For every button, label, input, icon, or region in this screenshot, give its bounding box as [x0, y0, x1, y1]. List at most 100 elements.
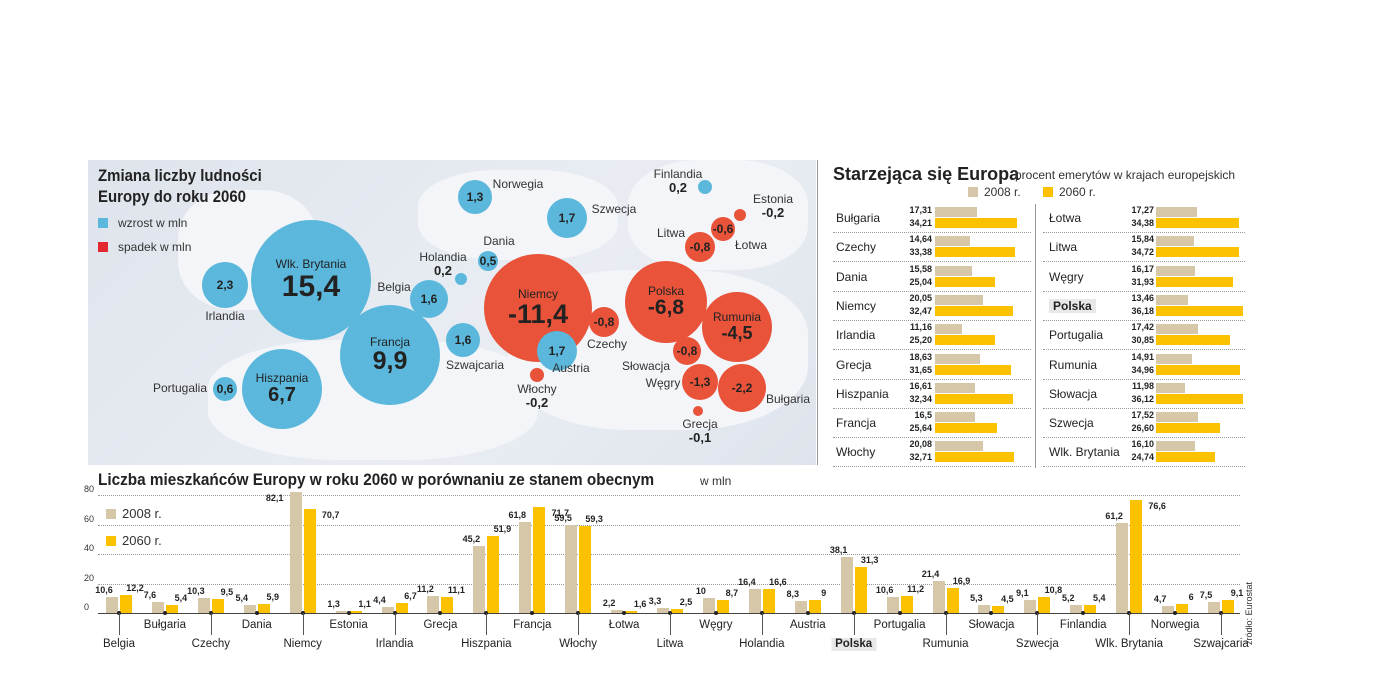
value-2008: 11,98	[1131, 380, 1154, 391]
map-country-label: Austria	[552, 361, 589, 375]
bubble-increase: Wlk. Brytania 15,4	[251, 220, 371, 340]
data-label-2060: 9	[821, 587, 827, 598]
bar-2008	[243, 605, 256, 613]
bubble-decrease: -0,6	[711, 217, 735, 241]
bar-2060	[935, 393, 1013, 404]
bar-2060	[935, 305, 1013, 316]
bar-2008	[473, 546, 486, 613]
axis-tick-dot	[897, 611, 902, 615]
population-unit: w mln	[700, 474, 732, 488]
bar-2008	[886, 597, 899, 613]
map-title-line: Europy do roku 2060	[98, 187, 246, 206]
bar-2060	[935, 364, 1011, 375]
table-row: Szwecja 17,52 26,60	[1043, 409, 1245, 439]
axis-tick-dot	[438, 611, 443, 615]
legend-swatch	[106, 509, 116, 519]
data-label-2060: 6,7	[404, 591, 417, 602]
axis-tick-line	[853, 613, 855, 635]
bar-2008	[794, 600, 807, 613]
value-2008: 17,31	[909, 205, 932, 215]
country-name: Litwa	[656, 226, 686, 240]
axis-tick-dot	[622, 611, 627, 615]
country-name: Portugalia	[152, 381, 208, 395]
bar-2060	[395, 603, 408, 613]
value-2008: 15,58	[909, 263, 932, 274]
country-name: Słowacja	[621, 359, 671, 373]
data-label-2060: 5,4	[174, 593, 188, 604]
bar-2008	[935, 441, 984, 452]
map-country-label: Litwa	[657, 226, 685, 240]
country-value: -0,2	[761, 205, 785, 220]
x-tick-label: Szwajcaria	[1193, 638, 1249, 650]
table-row: Hiszpania 16,61 32,34	[833, 380, 1031, 409]
bar-2008	[935, 207, 977, 217]
bar-2008	[1156, 441, 1195, 452]
bar-2008	[1156, 382, 1185, 393]
bubble-country-label: Polska	[647, 283, 685, 298]
table-row: Polska 13,46 36,18	[1043, 292, 1245, 321]
value-2008: 15,84	[1131, 234, 1154, 245]
legend-label: 2008 r.	[122, 506, 162, 521]
bubble-decrease: Rumunia -4,5	[702, 292, 772, 362]
value-2008: 17,27	[1131, 205, 1154, 215]
bar-2008	[1162, 606, 1175, 613]
value-2008: 17,52	[1131, 410, 1154, 421]
bar-2060	[935, 247, 1016, 258]
data-label-2060: 5,4	[1092, 593, 1106, 604]
bar-2008	[932, 581, 945, 613]
bar-2008	[381, 606, 394, 613]
y-tick-label: 0	[84, 602, 90, 612]
bubble-country-label: Rumunia	[712, 310, 762, 325]
axis-tick-dot	[346, 611, 351, 615]
x-tick-label: Estonia	[329, 619, 368, 631]
bubble-value: -1,3	[689, 374, 711, 389]
value-2060: 34,21	[909, 218, 932, 228]
row-country: Bułgaria	[836, 211, 881, 225]
bubble-value: 1,6	[420, 291, 438, 306]
data-label-2008: 7,6	[143, 589, 157, 600]
bubble-value: -2,2	[731, 380, 753, 395]
data-label-2060: 31,3	[860, 554, 879, 565]
data-label-2060: 71,7	[551, 508, 570, 519]
map-country-label: Portugalia	[153, 381, 207, 395]
axis-tick-dot	[713, 611, 718, 615]
bubble-increase: 1,7	[547, 198, 587, 238]
axis-tick-dot	[989, 611, 994, 615]
data-label-2060: 1,1	[358, 599, 371, 610]
x-tick-label: Bułgaria	[143, 619, 187, 631]
legend-label: 2060 r.	[122, 533, 162, 548]
value-2060: 34,96	[1131, 364, 1154, 375]
bar-2060	[487, 536, 500, 613]
bar-2008	[1070, 605, 1083, 613]
bubble-increase	[455, 273, 467, 285]
value-2060: 34,38	[1131, 218, 1154, 228]
bar-2060	[1176, 604, 1189, 613]
map-country-label: Węgry	[646, 376, 681, 390]
bar-2060	[671, 609, 683, 613]
bubble-increase: 1,6	[410, 280, 448, 318]
table-row: Wlk. Brytania 16,10 24,74	[1043, 438, 1245, 468]
row-country: Litwa	[1049, 240, 1078, 255]
data-label-2060: 16,9	[952, 576, 971, 587]
y-tick-label: 80	[84, 484, 95, 494]
bar-2008	[702, 598, 715, 613]
x-tick-label: Łotwa	[608, 619, 640, 631]
bubble-country-label: Francja	[369, 334, 410, 349]
bubble-value: 0,6	[216, 381, 234, 396]
data-label-2008: 59,5	[554, 513, 572, 524]
data-label-2008: 10,6	[95, 585, 113, 596]
table-row: Niemcy 20,05 32,47	[833, 292, 1031, 321]
legend-swatch	[106, 536, 116, 546]
country-value: 0,2	[668, 180, 688, 195]
bubble-value: -0,8	[676, 343, 698, 358]
bar-2008	[935, 236, 971, 247]
bar-2060	[1084, 605, 1097, 613]
pop-legend-2060: 2060 r.	[106, 533, 162, 548]
axis-tick-line	[302, 613, 304, 635]
bubble-value: 6,7	[268, 383, 296, 406]
row-country: Wlk. Brytania	[1049, 445, 1120, 460]
bar-2060	[1156, 364, 1240, 375]
bar-2060	[935, 423, 997, 434]
bar-2060	[1156, 218, 1239, 228]
country-name: Bułgaria	[765, 392, 811, 406]
